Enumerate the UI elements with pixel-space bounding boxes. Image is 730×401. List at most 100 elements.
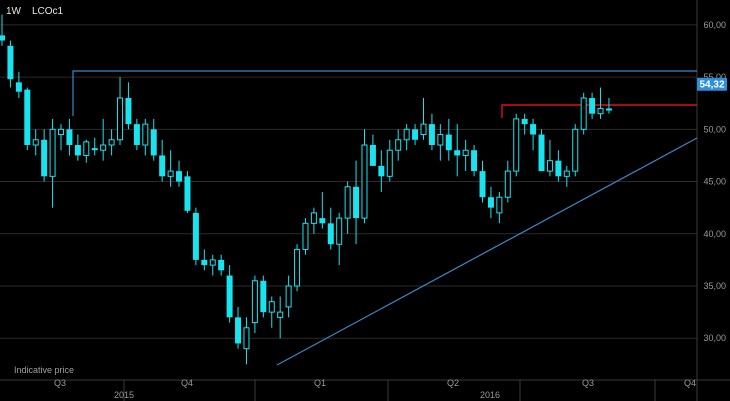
candle-body-down <box>319 218 326 224</box>
candle-body-up <box>58 128 65 136</box>
candle <box>58 124 65 151</box>
symbol-label: LCOc1 <box>32 6 64 17</box>
candle <box>530 118 537 151</box>
candle-body-down <box>150 129 157 156</box>
candle-body-up <box>546 160 553 172</box>
candle-body-up <box>513 118 520 172</box>
candle <box>597 87 604 119</box>
candle <box>513 113 520 177</box>
candle-body-up <box>437 134 444 146</box>
candle <box>504 160 511 203</box>
candle-body-up <box>32 139 39 146</box>
candle <box>243 317 250 365</box>
candle-body-down <box>521 118 528 125</box>
candle-body-up <box>277 311 284 318</box>
candle-body-down <box>201 259 208 266</box>
candle <box>445 118 452 161</box>
candle-body-up <box>403 128 410 141</box>
candle <box>428 113 435 151</box>
last-price-value: 54,32 <box>699 80 724 91</box>
candle <box>235 306 242 349</box>
candle-body-up <box>310 212 317 224</box>
x-tick-label: Q3 <box>54 378 66 388</box>
candle <box>563 165 570 187</box>
candle <box>150 118 157 161</box>
candle-body-down <box>369 145 376 166</box>
candle <box>589 92 596 119</box>
candle <box>7 40 14 88</box>
candle-body-up <box>563 170 570 177</box>
x-tick-label: Q1 <box>314 378 326 388</box>
x-tick-label: Q3 <box>582 378 594 388</box>
x-year-label: 2016 <box>480 390 500 400</box>
candle-body-down <box>0 35 5 41</box>
candle-body-down <box>91 148 98 151</box>
candle-body-up <box>572 128 579 172</box>
candle-body-up <box>462 149 469 156</box>
candle <box>555 150 562 182</box>
candle <box>319 192 326 229</box>
candle-body-up <box>420 123 427 136</box>
candle <box>454 124 461 177</box>
candle <box>268 296 275 328</box>
candle-body-down <box>159 155 166 177</box>
candle <box>74 134 81 161</box>
candle <box>91 137 98 156</box>
candle-body-down <box>555 160 562 177</box>
candle-body-down <box>184 176 191 211</box>
candle <box>546 139 553 177</box>
candle-body-down <box>235 317 242 344</box>
candle <box>353 160 360 245</box>
y-tick-label: 45,00 <box>703 177 726 187</box>
candle <box>395 129 402 161</box>
candle <box>66 118 73 156</box>
candle <box>176 160 183 187</box>
candle <box>471 145 478 177</box>
candle-body-up <box>395 139 402 151</box>
candle <box>285 275 292 318</box>
candle-body-down <box>353 186 360 219</box>
candle-body-up <box>49 128 56 177</box>
candle-body-down <box>428 124 435 145</box>
candle-body-down <box>412 129 419 140</box>
candle <box>117 77 124 145</box>
candle <box>251 275 258 333</box>
candle-body-down <box>605 108 612 111</box>
candle-body-down <box>454 150 461 156</box>
x-tick-label: Q4 <box>181 378 193 388</box>
candle-body-down <box>133 124 140 145</box>
candle <box>336 212 343 266</box>
candle <box>125 82 132 130</box>
candle <box>218 254 225 276</box>
candles-layer <box>0 14 612 365</box>
candle-body-down <box>260 280 267 313</box>
candle <box>0 14 5 46</box>
candle-body-down <box>589 98 596 114</box>
candle <box>412 124 419 145</box>
candle-body-up <box>108 139 115 146</box>
candle-body-down <box>24 89 31 145</box>
candle-body-up <box>302 222 309 250</box>
candle <box>41 129 48 182</box>
indicative-price-note: Indicative price <box>14 365 74 375</box>
last-price-tag-bg <box>697 77 727 91</box>
candle <box>521 113 528 135</box>
candle <box>496 192 503 224</box>
candle-body-down <box>125 98 132 125</box>
candle-body-up <box>361 144 368 219</box>
last-price-tag: 54,32 <box>697 77 727 91</box>
candle <box>294 244 301 292</box>
candle <box>420 98 427 140</box>
candle-body-up <box>209 259 216 266</box>
candle-body-up <box>251 280 258 324</box>
candle-body-down <box>66 129 73 145</box>
candle <box>462 139 469 172</box>
candle <box>572 124 579 177</box>
candle-body-up <box>336 217 343 245</box>
candle-body-down <box>479 171 486 198</box>
candle-body-down <box>192 212 199 260</box>
candle-body-down <box>327 223 334 245</box>
candle-body-up <box>344 186 351 219</box>
candle <box>344 181 351 234</box>
